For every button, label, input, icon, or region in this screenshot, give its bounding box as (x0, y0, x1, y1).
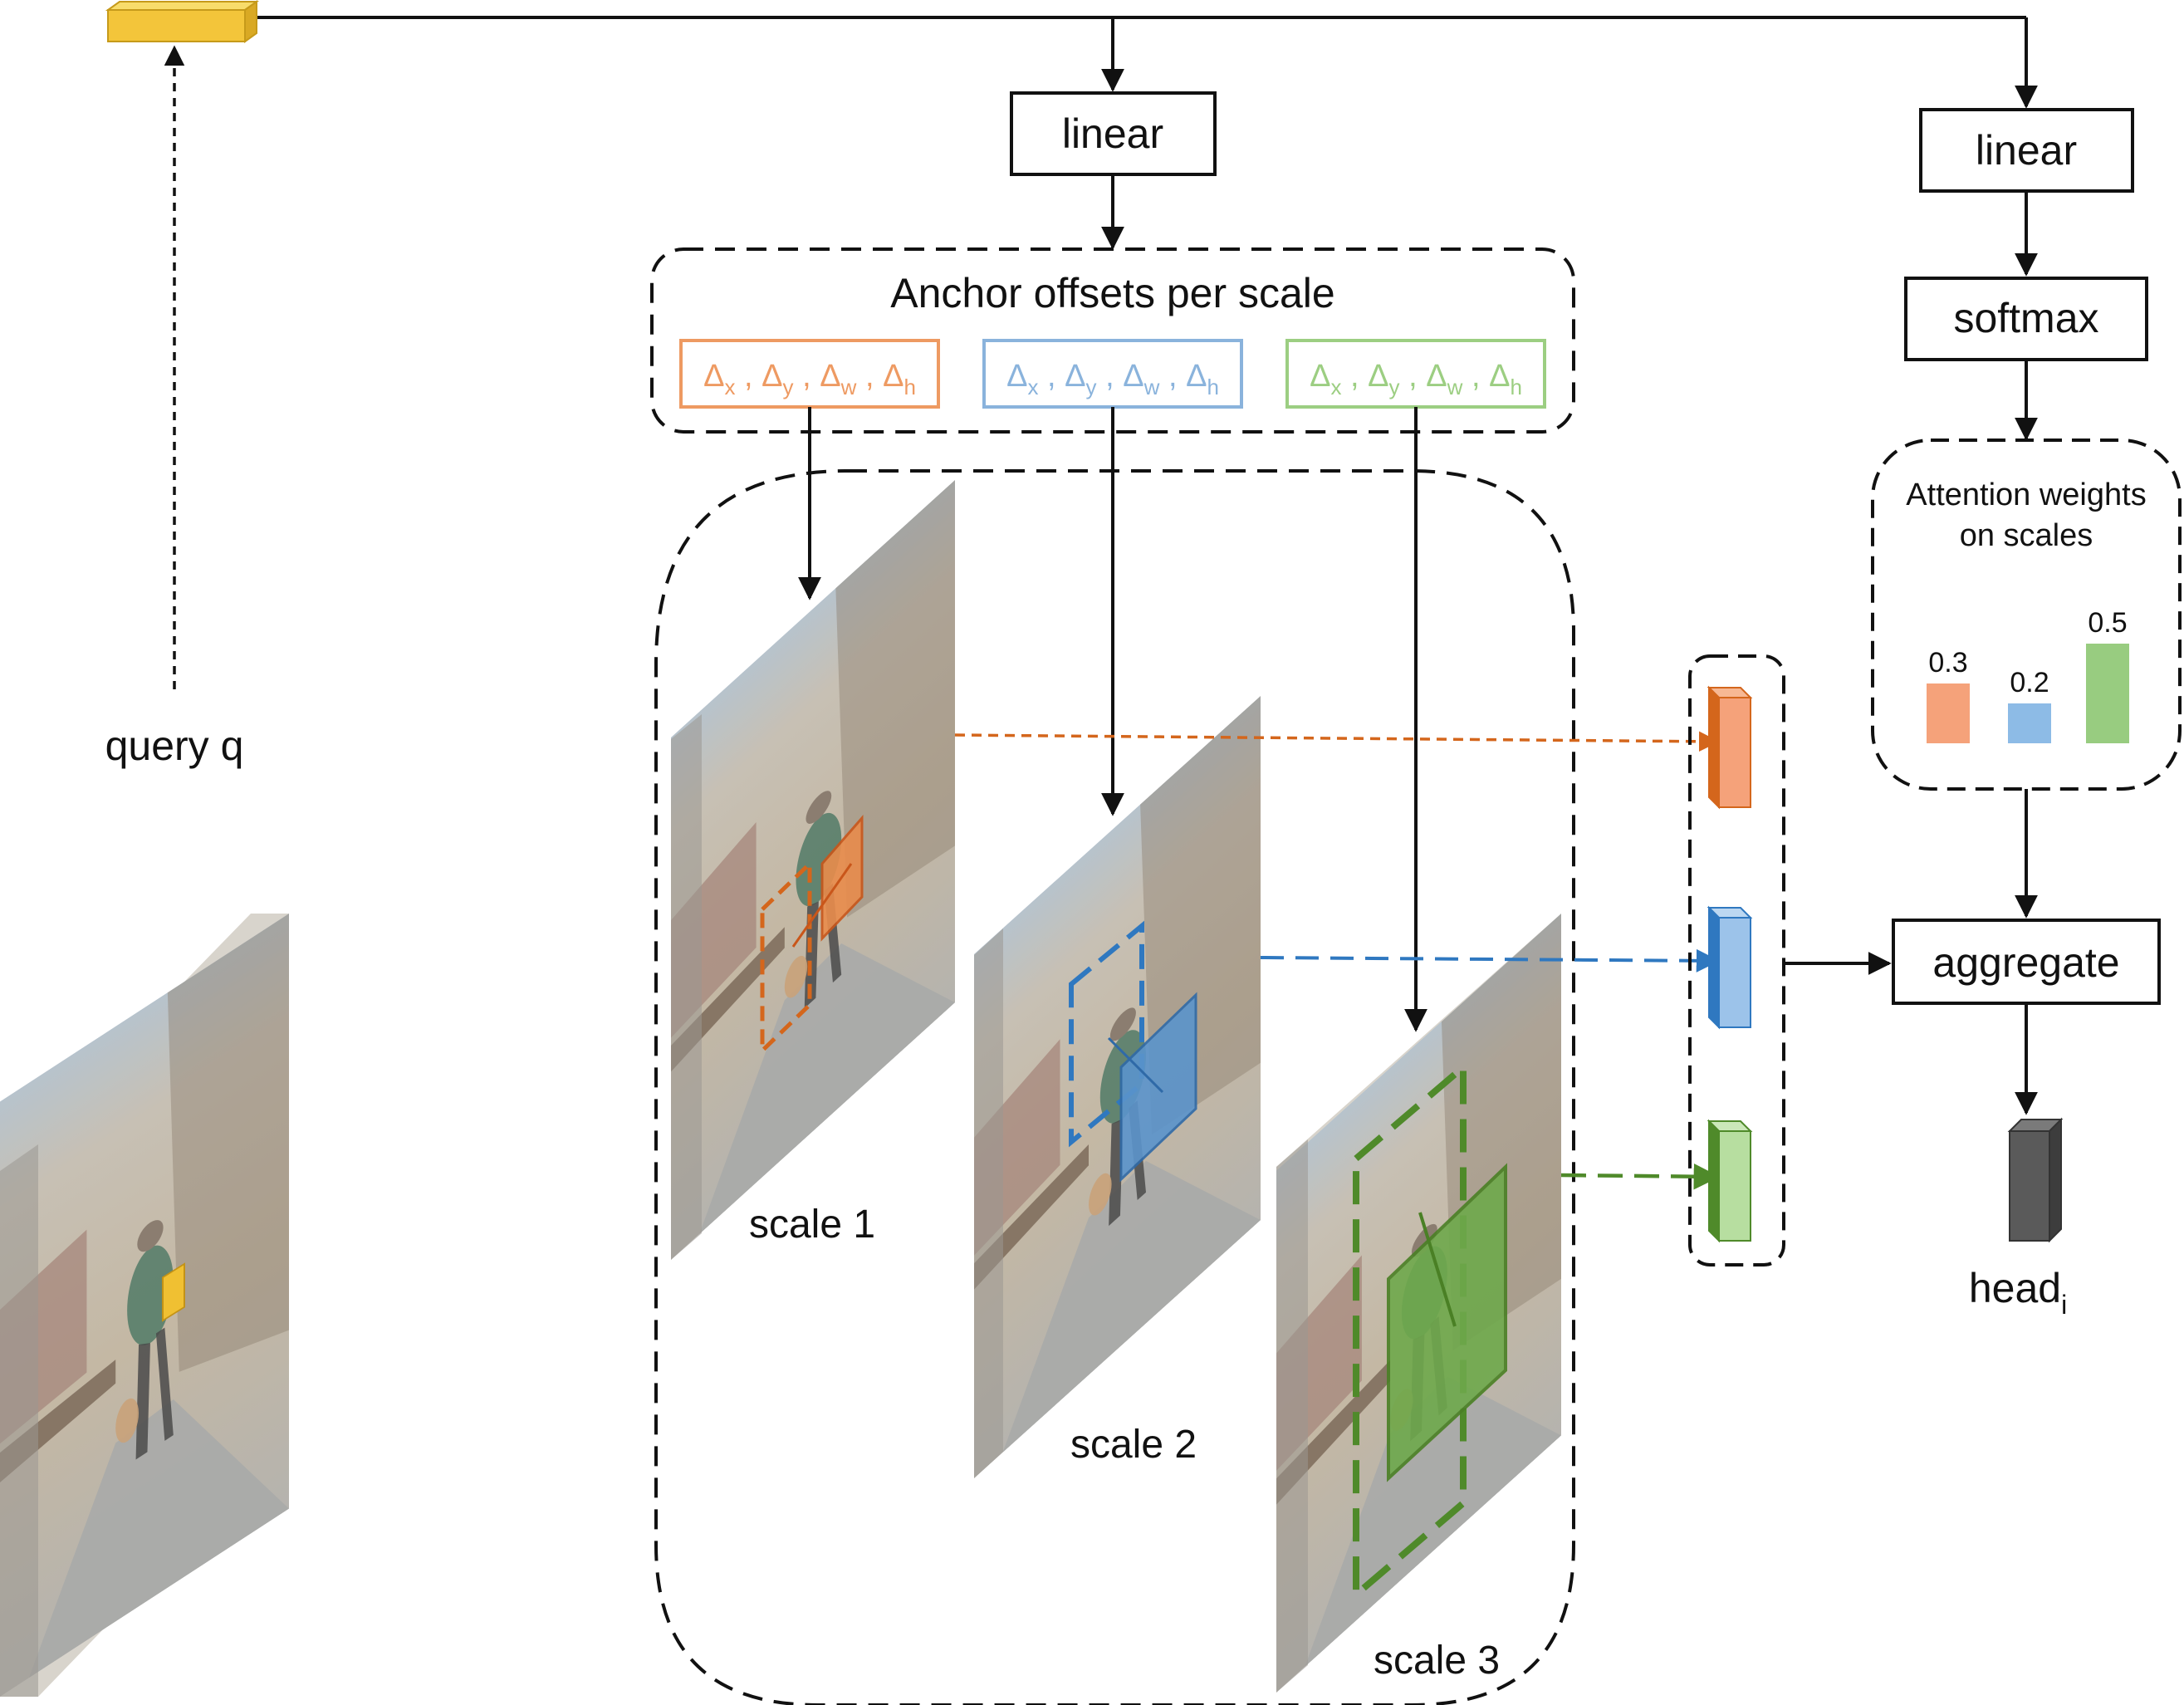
offset-subscript: x (724, 375, 735, 399)
query-label: query q (105, 723, 244, 769)
offset-subscript: h (1207, 375, 1218, 399)
attention-weights-box: Attention weights on scales (1871, 438, 2182, 791)
offset-subscript: w (1447, 375, 1463, 399)
offset-group-2-text: Δx , Δy , Δw , Δh (1006, 359, 1219, 399)
anchor-offsets-title: Anchor offsets per scale (890, 270, 1334, 316)
offset-symbol: Δ (703, 359, 724, 394)
offset-separator: , (1038, 359, 1065, 394)
weight-bar-2-label: 0.2 (2010, 667, 2049, 698)
feature-cube-3 (1718, 1130, 1751, 1242)
offset-symbol: Δ (1310, 359, 1330, 394)
scale-2-label: scale 2 (1070, 1423, 1197, 1467)
offset-symbol: Δ (1065, 359, 1085, 394)
offset-subscript: h (1510, 375, 1521, 399)
query-feature-block (105, 0, 260, 43)
offset-separator: , (794, 359, 820, 394)
offset-symbol: Δ (1368, 359, 1388, 394)
scale-3-sampled-patch (1387, 1163, 1507, 1482)
offset-groups: Δx , Δy , Δw , Δh Δx , Δy , Δw , Δh Δx , Δ… (679, 339, 1546, 409)
offset-symbol: Δ (1489, 359, 1510, 394)
sampling-arrows (954, 731, 1721, 1190)
offset-arrows (798, 407, 1427, 1032)
offset-symbol: Δ (883, 359, 903, 394)
anchor-offsets-box: Anchor offsets per scale (650, 247, 1575, 434)
weight-bar-1-label: 0.3 (1928, 647, 1967, 679)
attention-title-2: on scales (1960, 518, 2093, 553)
input-image (0, 914, 289, 1697)
offset-subscript: y (1389, 375, 1400, 399)
scales-container (654, 469, 1575, 1705)
attention-title-1: Attention weights (1906, 478, 2146, 512)
offset-symbol: Δ (761, 359, 782, 394)
scale-3-image: scale 3 (1276, 914, 1561, 1693)
head-label-base: head (1969, 1265, 2061, 1311)
linear-1-label: linear (1062, 110, 1163, 157)
feature-cube-2-side (1708, 905, 1720, 1030)
offset-symbol: Δ (1426, 359, 1447, 394)
feature-cube-1-side (1708, 685, 1720, 810)
aggregate-label: aggregate (1932, 939, 2119, 986)
offset-separator: , (1341, 359, 1368, 394)
offset-group-3 (1285, 339, 1546, 409)
sampled-features-container (1688, 654, 1785, 1267)
scale-1-label: scale 1 (749, 1203, 875, 1247)
head-label: headi (1969, 1265, 2067, 1320)
linear-2-label: linear (1976, 127, 2077, 174)
offset-subscript: y (783, 375, 794, 399)
offset-subscript: y (1086, 375, 1097, 399)
offset-group-3-text: Δx , Δy , Δw , Δh (1310, 359, 1522, 399)
softmax-label: softmax (1953, 295, 2098, 341)
scale-2-image: scale 2 (974, 696, 1261, 1478)
linear-block-2: linear (1919, 108, 2134, 193)
scale-1-image: scale 1 (671, 480, 955, 1260)
feature-cube-2 (1718, 917, 1751, 1028)
scale-2-sample-box (1069, 920, 1144, 1148)
head-output-block (2007, 1117, 2064, 1243)
scale-3-label: scale 3 (1374, 1639, 1500, 1683)
weight-bar-1 (1927, 683, 1970, 743)
weight-bar-3-label: 0.5 (2088, 607, 2127, 639)
sampled-feature-cubes (1707, 685, 1753, 1243)
head-label-sub: i (2061, 1290, 2067, 1320)
offset-separator: , (735, 359, 761, 394)
offset-subscript: x (1330, 375, 1341, 399)
weight-bar-2 (2008, 703, 2051, 743)
offset-symbol: Δ (1186, 359, 1207, 394)
weight-bar-3 (2086, 644, 2129, 743)
offset-separator: , (1097, 359, 1124, 394)
offset-symbol: Δ (1123, 359, 1143, 394)
top-connectors (253, 16, 2038, 1115)
offset-separator: , (1159, 359, 1186, 394)
softmax-block: softmax (1904, 277, 2148, 361)
aggregate-block: aggregate (1892, 919, 2161, 1005)
offset-subscript: x (1027, 375, 1038, 399)
offset-separator: , (856, 359, 883, 394)
feature-cube-3-side (1708, 1119, 1720, 1243)
query-point-marker (162, 1262, 185, 1322)
linear-block-1: linear (1010, 91, 1217, 176)
offset-symbol: Δ (820, 359, 840, 394)
offset-separator: , (1462, 359, 1489, 394)
offset-separator: , (1400, 359, 1427, 394)
attention-weight-bars: 0.3 0.2 0.5 (1927, 607, 2129, 743)
offset-group-1-text: Δx , Δy , Δw , Δh (703, 359, 916, 399)
feature-cube-1 (1718, 697, 1751, 808)
offset-symbol: Δ (1006, 359, 1027, 394)
offset-subscript: w (840, 375, 857, 399)
offset-subscript: h (903, 375, 915, 399)
offset-subscript: w (1143, 375, 1160, 399)
